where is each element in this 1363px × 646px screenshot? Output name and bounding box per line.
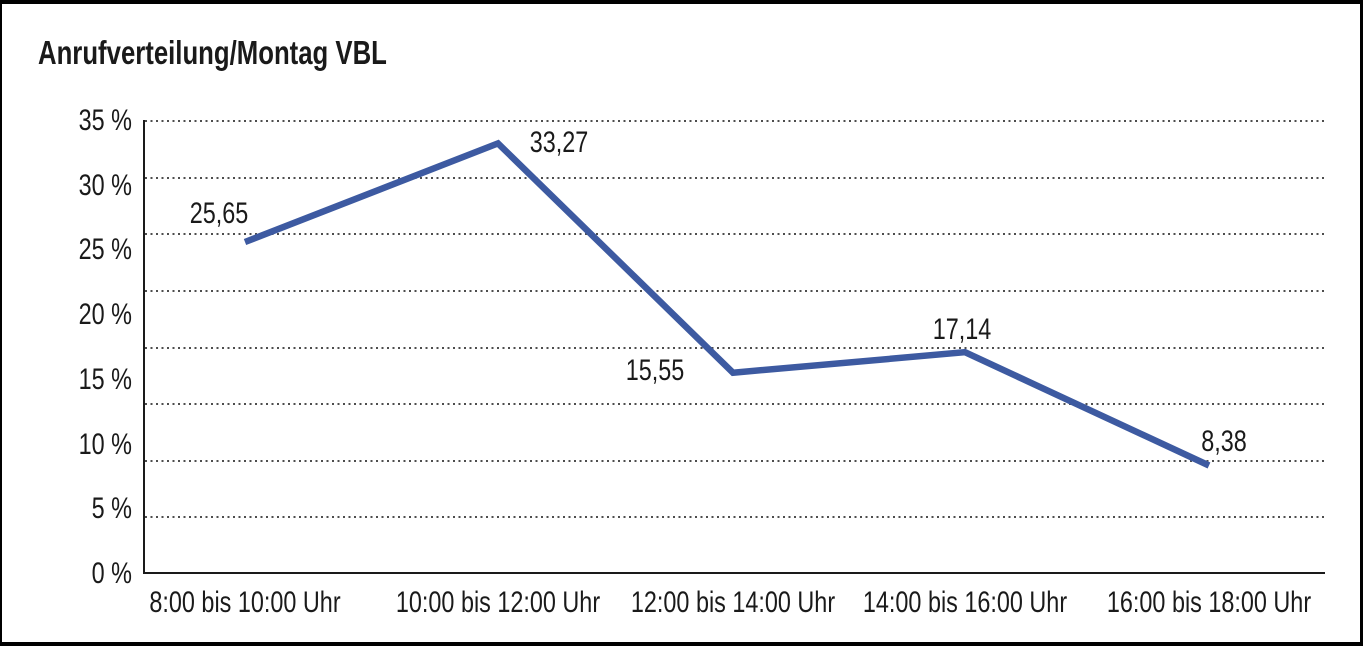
x-tick-label: 12:00 bis 14:00 Uhr	[630, 586, 836, 619]
y-tick-label: 5 %	[91, 492, 132, 526]
x-axis-line	[143, 572, 1325, 574]
gridline	[145, 459, 1325, 462]
y-tick-label: 0 %	[91, 557, 132, 590]
data-point-label: 8,38	[1201, 424, 1247, 458]
x-tick-label: 10:00 bis 12:00 Uhr	[395, 586, 601, 619]
y-tick-label: 35 %	[78, 104, 132, 137]
data-point-label: 33,27	[529, 126, 589, 160]
line-series-svg	[243, 139, 1211, 469]
y-tick-label: 20 %	[78, 298, 132, 332]
gridline	[145, 346, 1325, 349]
data-point-label: 25,65	[189, 197, 249, 231]
gridline	[145, 289, 1325, 292]
x-tick-label: 16:00 bis 18:00 Uhr	[1106, 586, 1312, 619]
gridline	[145, 120, 1325, 122]
y-tick-label: 10 %	[78, 427, 132, 461]
x-tick-label: 8:00 bis 10:00 Uhr	[149, 586, 341, 619]
y-tick-label: 15 %	[78, 362, 132, 396]
y-axis-line	[143, 120, 145, 574]
x-tick-label: 14:00 bis 16:00 Uhr	[862, 586, 1068, 619]
chart-title: Anrufverteilung/Montag VBL	[38, 34, 387, 71]
gridline	[145, 233, 1325, 236]
gridline	[145, 176, 1325, 179]
data-point-label: 15,55	[625, 353, 685, 387]
gridline	[145, 403, 1325, 406]
series-line	[243, 139, 1211, 469]
y-tick-label: 25 %	[78, 233, 132, 267]
data-point-label: 17,14	[932, 313, 992, 347]
y-tick-label: 30 %	[78, 168, 132, 202]
gridline	[145, 516, 1325, 519]
